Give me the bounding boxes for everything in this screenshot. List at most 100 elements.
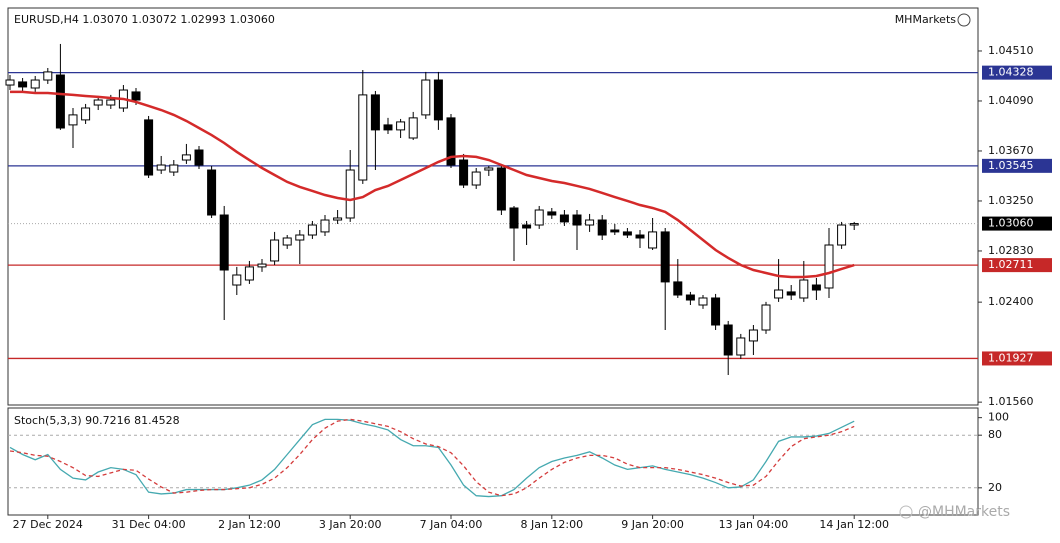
x-tick-label: 7 Jan 04:00: [420, 518, 483, 531]
candle-body: [748, 329, 758, 342]
level-label: 1.02711: [988, 258, 1034, 271]
y-tick-label: 1.03670: [988, 144, 1034, 157]
candle-body: [547, 211, 557, 216]
last-price-box: [982, 216, 1052, 231]
candle-body: [55, 74, 65, 129]
candle-body: [370, 94, 380, 131]
candle-body: [358, 94, 368, 181]
y-tick-label: 1.03250: [988, 194, 1034, 207]
candle-body: [459, 159, 469, 186]
candle-body: [93, 99, 103, 106]
level-label: 1.04328: [988, 66, 1034, 79]
candle-body: [144, 119, 154, 176]
stoch-panel: [7, 407, 979, 516]
watermark: @MHMarkets: [918, 504, 1010, 520]
candle-body: [383, 124, 393, 131]
candle-body: [660, 231, 670, 283]
candle-body: [307, 224, 317, 236]
moving-average: [10, 90, 855, 279]
candle-body: [81, 107, 91, 121]
candle-body: [799, 279, 809, 299]
y-tick-label: 1.02400: [988, 295, 1034, 308]
candle-body: [585, 219, 595, 226]
level-box: [982, 65, 1052, 80]
brand: MHMarkets: [895, 13, 957, 26]
candle-body: [345, 169, 355, 219]
candle-body: [156, 164, 166, 171]
candle-body: [786, 291, 796, 296]
candle-body: [5, 79, 15, 86]
candle-body: [320, 219, 330, 233]
candle-body: [711, 297, 721, 326]
last-price-label: 1.03060: [988, 217, 1034, 230]
candle-body: [207, 169, 217, 216]
candle-body: [30, 79, 40, 89]
candle-body: [774, 289, 784, 299]
candle-body: [244, 266, 254, 281]
stoch-title: Stoch(5,3,3) 90.7216 81.4528: [14, 414, 180, 427]
candle-body: [471, 171, 481, 186]
candle-body: [18, 81, 28, 88]
candle-body: [534, 209, 544, 226]
candle-body: [849, 223, 859, 226]
candle-body: [333, 217, 343, 221]
watermark-icon: [899, 505, 913, 519]
candle-body: [181, 154, 191, 161]
candle-body: [219, 214, 229, 271]
candle-body: [496, 167, 506, 211]
x-tick-label: 8 Jan 12:00: [520, 518, 583, 531]
chart-title: EURUSD,H4 1.03070 1.03072 1.02993 1.0306…: [14, 13, 275, 26]
brand-icon: [957, 13, 971, 27]
price-panel: [7, 7, 979, 406]
candle-body: [396, 121, 406, 131]
y-tick-label: 1.04090: [988, 94, 1034, 107]
x-tick-label: 13 Jan 04:00: [719, 518, 789, 531]
candle-body: [824, 244, 834, 289]
level-label: 1.01927: [988, 351, 1034, 364]
candle-body: [446, 117, 456, 166]
candle-body: [295, 234, 305, 241]
level-label: 1.03545: [988, 159, 1034, 172]
stoch-line: [9, 418, 855, 498]
candle-body: [610, 229, 620, 233]
candle-body: [169, 164, 179, 173]
candle-body: [648, 231, 658, 249]
stoch-tick-label: 20: [988, 481, 1002, 494]
candle-body: [811, 284, 821, 291]
candle-body: [736, 337, 746, 356]
candle-body: [572, 214, 582, 226]
candle-body: [421, 79, 431, 116]
y-tick-label: 1.02830: [988, 244, 1034, 257]
candle-body: [68, 114, 78, 126]
candle-body: [408, 117, 418, 139]
x-tick-label: 9 Jan 20:00: [621, 518, 684, 531]
candle-body: [522, 224, 532, 229]
y-tick-label: 1.04510: [988, 44, 1034, 57]
stoch-line: [9, 418, 855, 497]
candle-body: [282, 237, 292, 246]
x-tick-label: 2 Jan 12:00: [218, 518, 281, 531]
candle-body: [232, 274, 242, 286]
y-tick-label: 1.01560: [988, 395, 1034, 408]
level-box: [982, 351, 1052, 366]
candle-body: [723, 324, 733, 356]
candle-body: [698, 297, 708, 306]
candle-body: [559, 214, 569, 223]
candle-body: [433, 79, 443, 121]
candle-body: [635, 234, 645, 239]
candle-body: [131, 91, 141, 101]
candle-body: [194, 149, 204, 166]
candle-body: [837, 224, 847, 246]
candle-body: [597, 219, 607, 236]
stoch-tick-label: 80: [988, 428, 1002, 441]
stoch-tick-label: 100: [988, 411, 1009, 424]
x-tick-label: 31 Dec 04:00: [112, 518, 186, 531]
level-box: [982, 158, 1052, 173]
candle-body: [622, 231, 632, 236]
x-tick-label: 3 Jan 20:00: [319, 518, 382, 531]
candle-body: [685, 294, 695, 301]
candle-body: [43, 71, 53, 81]
candle-body: [257, 263, 267, 268]
x-tick-label: 27 Dec 2024: [13, 518, 83, 531]
